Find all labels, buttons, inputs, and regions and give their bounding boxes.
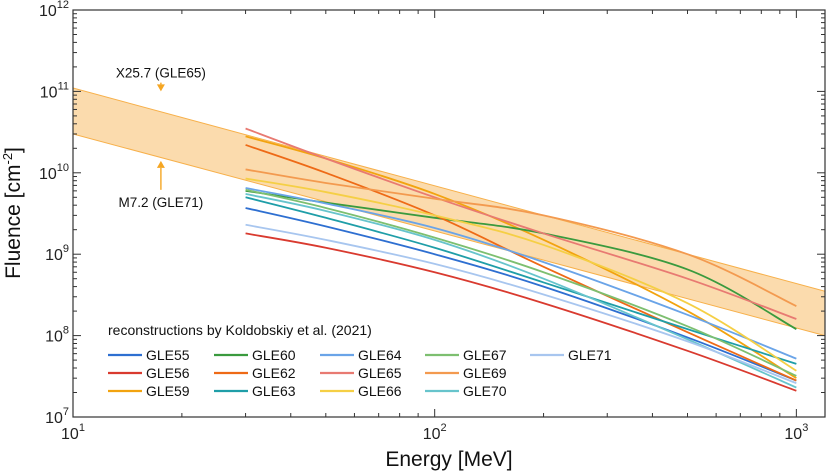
y-tick-exponent: 12 — [57, 0, 69, 11]
x-tick-exponent: 2 — [441, 422, 447, 434]
band-area — [73, 88, 825, 336]
legend-label-gle70: GLE70 — [463, 383, 507, 399]
y-tick-base: 10 — [45, 329, 63, 346]
y-axis-title-main: Fluence [cm — [2, 165, 25, 279]
x-axis-title: Energy [MeV] — [385, 448, 512, 471]
y-axis-title-sup: -2 — [0, 153, 15, 165]
legend-label-gle67: GLE67 — [463, 347, 507, 363]
y-tick-base: 10 — [39, 166, 57, 183]
x-tick-exponent: 1 — [79, 422, 85, 434]
y-tick-base: 10 — [39, 3, 57, 20]
y-tick-base: 10 — [45, 247, 63, 264]
annotation-m7-2: M7.2 (GLE71) — [119, 195, 204, 210]
legend-label-gle69: GLE69 — [463, 365, 507, 381]
series-line-gle56 — [245, 232, 797, 392]
x-tick-label: 101 — [61, 422, 85, 443]
legend-label-gle63: GLE63 — [252, 383, 296, 399]
y-tick-exponent: 9 — [63, 243, 69, 255]
legend-label-gle60: GLE60 — [252, 347, 296, 363]
legend-label-gle65: GLE65 — [358, 365, 402, 381]
y-tick-label: 109 — [45, 243, 69, 264]
series-line-gle65 — [245, 127, 797, 320]
legend-label-gle59: GLE59 — [146, 383, 190, 399]
y-tick-exponent: 7 — [63, 406, 69, 418]
series-line-gle63 — [245, 196, 797, 365]
annotation-x25-7: X25.7 (GLE65) — [116, 66, 206, 81]
series-line-gle62 — [245, 144, 797, 382]
y-tick-label: 107 — [45, 406, 69, 427]
series-line-gle66 — [245, 177, 797, 372]
legend-label-gle55: GLE55 — [146, 347, 190, 363]
annotations: X25.7 (GLE65) M7.2 (GLE71) — [116, 66, 206, 210]
y-tick-base: 10 — [45, 410, 63, 427]
band-upper-edge — [73, 87, 825, 292]
legend-title: reconstructions by Koldobskiy et al. (20… — [108, 322, 372, 338]
y-tick-exponent: 11 — [58, 80, 69, 92]
annotation-arrowhead-x25-7 — [156, 84, 165, 92]
y-tick-label: 1012 — [39, 0, 69, 20]
annotation-arrowhead-m7-2 — [156, 160, 165, 168]
x-tick-base: 10 — [61, 426, 79, 443]
y-tick-label: 108 — [45, 325, 69, 346]
series-lines — [245, 127, 797, 392]
legend-label-gle71: GLE71 — [568, 347, 612, 363]
y-tick-base: 10 — [40, 84, 58, 101]
fluence-band — [73, 87, 825, 337]
x-tick-base: 10 — [784, 426, 802, 443]
series-line-gle70 — [245, 193, 797, 389]
series-line-gle55 — [245, 207, 797, 382]
y-tick-exponent: 10 — [57, 162, 69, 174]
x-tick-label: 102 — [423, 422, 447, 443]
y-tick-label: 1011 — [40, 80, 69, 101]
band-lower-edge — [73, 133, 825, 337]
legend-label-gle64: GLE64 — [358, 347, 402, 363]
legend: reconstructions by Koldobskiy et al. (20… — [108, 322, 612, 399]
series-line-gle64 — [245, 187, 797, 360]
y-tick-exponent: 8 — [63, 325, 69, 337]
x-tick-label: 103 — [784, 422, 808, 443]
series-line-gle67 — [245, 188, 797, 377]
x-tick-exponent: 3 — [802, 422, 808, 434]
legend-label-gle56: GLE56 — [146, 365, 190, 381]
y-axis-title: Fluence [cm-2] — [0, 147, 25, 279]
series-line-gle71 — [245, 223, 797, 385]
y-axis-title-end: ] — [2, 147, 25, 153]
plot-frame — [72, 9, 826, 418]
legend-label-gle66: GLE66 — [358, 383, 402, 399]
x-tick-base: 10 — [423, 426, 441, 443]
y-tick-label: 1010 — [39, 162, 69, 183]
legend-label-gle62: GLE62 — [252, 365, 296, 381]
series-line-gle69 — [245, 168, 797, 307]
